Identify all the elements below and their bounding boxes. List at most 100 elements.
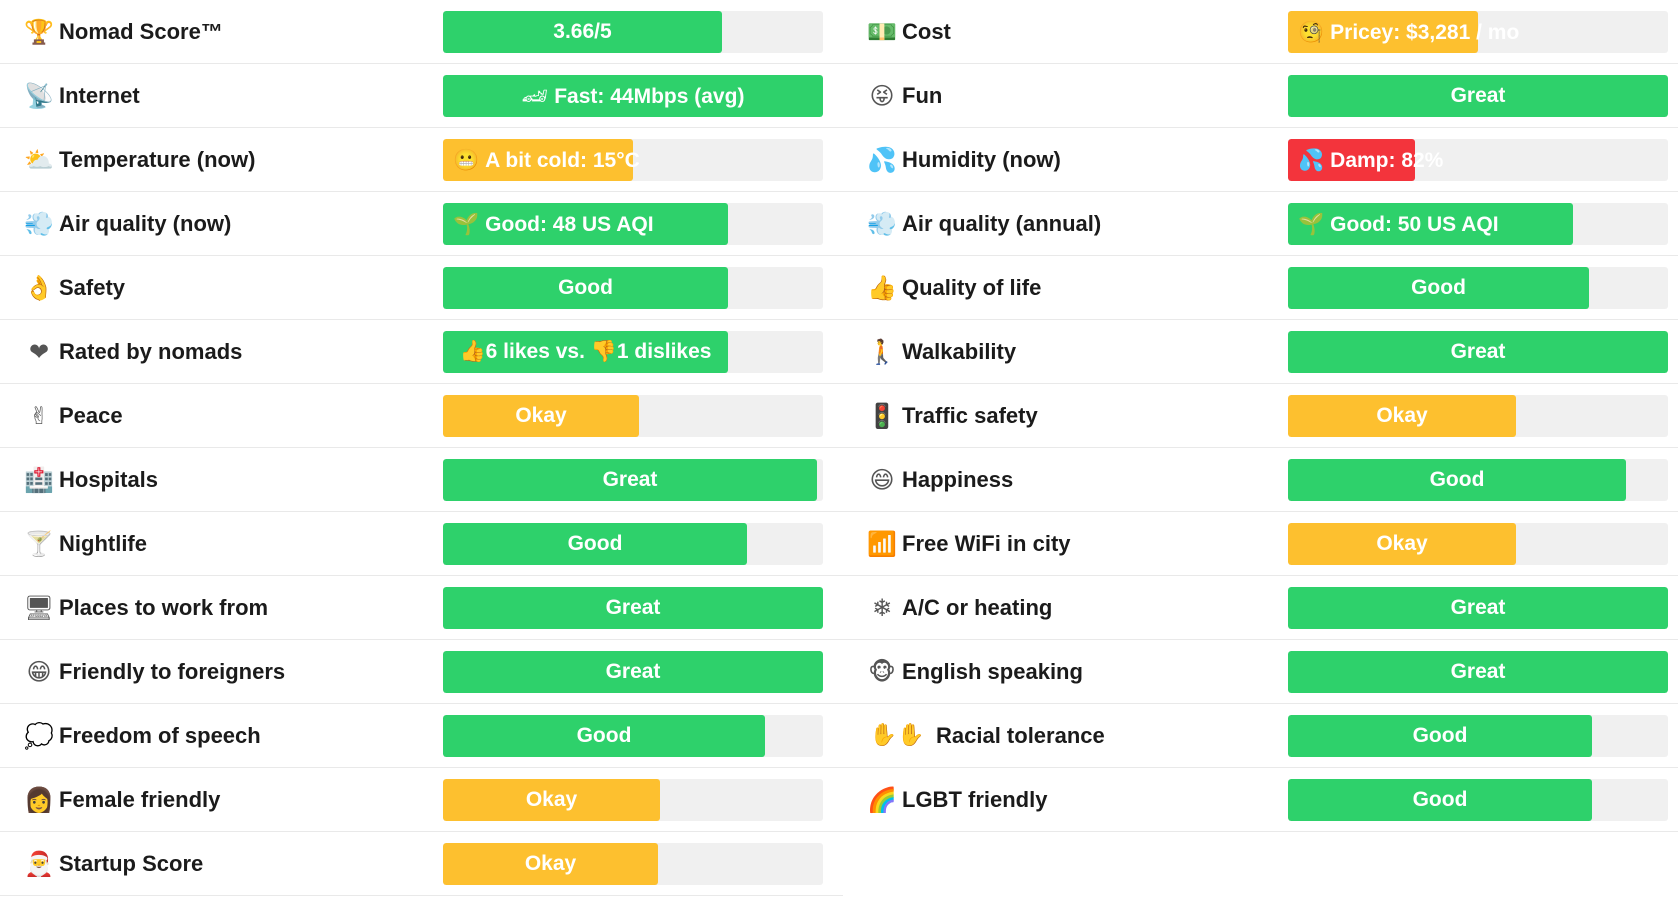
score-bar-track: 👍6 likes vs. 👎1 dislikes — [443, 331, 823, 373]
peace-hand-icon: ✌ — [28, 402, 50, 430]
traffic-light-icon: 🚦 — [867, 402, 897, 430]
sweat-drops-icon: 💦 — [867, 146, 897, 174]
score-row-free-wifi[interactable]: 📶 Free WiFi in city Okay — [843, 512, 1678, 576]
score-row-temperature-now[interactable]: ⛅ Temperature (now) 😬 A bit cold: 15°C — [0, 128, 843, 192]
score-row-fun[interactable]: 😝 Fun Great — [843, 64, 1678, 128]
value-emoji-icon: 💦 — [1298, 148, 1325, 172]
score-value-text: Okay — [1376, 404, 1428, 427]
score-label: Quality of life — [902, 275, 1042, 300]
score-value-text: Good: 48 US AQI — [485, 213, 654, 236]
score-bar-value: Okay — [443, 395, 639, 437]
score-bar-value: Great — [1288, 587, 1668, 629]
score-bar-value: Great — [443, 587, 823, 629]
score-row-friendly-to-foreigners[interactable]: 😁 Friendly to foreigners Great — [0, 640, 843, 704]
score-bar-value: Good — [443, 715, 765, 757]
score-label: Peace — [59, 403, 123, 428]
score-value-text: A bit cold: 15°C — [485, 149, 640, 172]
score-row-places-to-work[interactable]: 🖥 Places to work from Great — [0, 576, 843, 640]
score-bar-track: Good — [443, 715, 823, 757]
score-value-text: 3.66/5 — [553, 20, 612, 43]
score-bar-track: Good — [1288, 779, 1668, 821]
score-row-nomad-score[interactable]: 🏆 Nomad Score™ 3.66/5 — [0, 0, 843, 64]
trophy-icon: 🏆 — [24, 18, 54, 46]
score-label: LGBT friendly — [902, 787, 1048, 812]
score-row-female-friendly[interactable]: 👩 Female friendly Okay — [0, 768, 843, 832]
score-bar-fill — [1288, 715, 1592, 757]
monkey-icon: 🐵 — [868, 658, 896, 686]
score-label: Happiness — [902, 467, 1014, 492]
santa-icon: 🎅 — [24, 850, 54, 878]
score-row-humidity-now[interactable]: 💦 Humidity (now) 💦 Damp: 82% — [843, 128, 1678, 192]
score-bar-track: Great — [443, 587, 823, 629]
score-bar-fill — [443, 651, 823, 693]
score-row-cost[interactable]: 💵 Cost 🧐 Pricey: $3,281 / mo — [843, 0, 1678, 64]
score-row-freedom-of-speech[interactable]: 💭 Freedom of speech Good — [0, 704, 843, 768]
score-bar-fill — [443, 779, 660, 821]
score-bar-value: Great — [443, 459, 817, 501]
score-bar-fill — [1288, 203, 1573, 245]
score-row-english-speaking[interactable]: 🐵 English speaking Great — [843, 640, 1678, 704]
score-row-racial-tolerance[interactable]: ✋✋ Racial tolerance Good — [843, 704, 1678, 768]
score-value-text: Okay — [524, 852, 577, 875]
score-row-peace[interactable]: ✌ Peace Okay — [0, 384, 843, 448]
score-row-safety[interactable]: 👌 Safety Good — [0, 256, 843, 320]
score-label: Rated by nomads — [59, 339, 243, 364]
score-bar-value: 👍6 likes vs. 👎1 dislikes — [443, 331, 728, 373]
score-bar-value: 🌱 Good: 48 US AQI — [443, 203, 823, 245]
score-value-text: Great — [605, 596, 661, 619]
score-row-startup-score[interactable]: 🎅 Startup Score Okay — [0, 832, 843, 896]
score-bar-value: 🌱 Good: 50 US AQI — [1288, 203, 1668, 245]
score-bar-fill — [1288, 11, 1478, 53]
score-bar-fill — [443, 203, 728, 245]
score-label: Friendly to foreigners — [59, 659, 286, 684]
score-value-text: Good: 50 US AQI — [1330, 213, 1499, 236]
score-bar-value: 🧐 Pricey: $3,281 / mo — [1288, 11, 1668, 53]
desktop-icon: 🖥 — [23, 594, 55, 622]
score-row-nightlife[interactable]: 🍸 Nightlife Good — [0, 512, 843, 576]
score-bar-value: Good — [443, 267, 728, 309]
score-bar-fill — [443, 843, 658, 885]
woman-icon: 👩 — [24, 786, 54, 814]
score-bar-track: Great — [443, 651, 823, 693]
score-bar-track: 🏎 Fast: 44Mbps (avg) — [443, 75, 823, 117]
score-row-internet[interactable]: 📡 Internet 🏎 Fast: 44Mbps (avg) — [0, 64, 843, 128]
signal-bars-icon: 📶 — [867, 530, 897, 558]
score-row-rated-by-nomads[interactable]: ❤ Rated by nomads 👍6 likes vs. 👎1 dislikes — [0, 320, 843, 384]
score-bar-track: Good — [443, 267, 823, 309]
score-label: Air quality (annual) — [902, 211, 1102, 236]
score-bar-fill — [443, 11, 722, 53]
score-bar-fill — [443, 267, 728, 309]
score-row-air-quality-annual[interactable]: 💨 Air quality (annual) 🌱 Good: 50 US AQI — [843, 192, 1678, 256]
score-bar-fill — [443, 587, 823, 629]
score-row-ac-or-heating[interactable]: ❄ A/C or heating Great — [843, 576, 1678, 640]
score-bar-value: 🏎 Fast: 44Mbps (avg) — [443, 75, 823, 117]
score-bar-value: Great — [1288, 331, 1668, 373]
score-bar-track: Okay — [443, 395, 823, 437]
ok-hand-icon: 👌 — [24, 274, 54, 302]
value-emoji-icon: 🏎 — [521, 84, 549, 108]
left-score-column: 🏆 Nomad Score™ 3.66/5 📡 Internet 🏎 Fast: 44Mbp… — [0, 0, 843, 896]
score-label: Humidity (now) — [902, 147, 1061, 172]
thumbs-up-icon: 👍 — [867, 274, 897, 302]
score-value-text: Okay — [525, 788, 578, 811]
smile-icon: 😄 — [869, 466, 895, 494]
cloud-icon: ⛅ — [24, 146, 54, 174]
score-bar-track: 😬 A bit cold: 15°C — [443, 139, 823, 181]
score-row-walkability[interactable]: 🚶 Walkability Great — [843, 320, 1678, 384]
score-value-text: Pricey: $3,281 / mo — [1330, 21, 1520, 44]
score-value-text: Fast: 44Mbps (avg) — [554, 85, 745, 108]
score-value-text: Okay — [515, 404, 567, 427]
score-value-text: Great — [1450, 340, 1506, 363]
score-row-traffic-safety[interactable]: 🚦 Traffic safety Okay — [843, 384, 1678, 448]
score-value-text: Good — [1412, 788, 1468, 811]
hospital-icon: 🏥 — [24, 466, 54, 494]
score-row-hospitals[interactable]: 🏥 Hospitals Great — [0, 448, 843, 512]
score-row-air-quality-now[interactable]: 💨 Air quality (now) 🌱 Good: 48 US AQI — [0, 192, 843, 256]
score-label: English speaking — [902, 659, 1083, 684]
score-bar-fill — [1288, 651, 1668, 693]
score-row-quality-of-life[interactable]: 👍 Quality of life Good — [843, 256, 1678, 320]
score-row-happiness[interactable]: 😄 Happiness Good — [843, 448, 1678, 512]
score-value-text: Great — [1450, 84, 1506, 107]
score-bar-track: Okay — [1288, 523, 1668, 565]
score-row-lgbt-friendly[interactable]: 🌈 LGBT friendly Good — [843, 768, 1678, 832]
